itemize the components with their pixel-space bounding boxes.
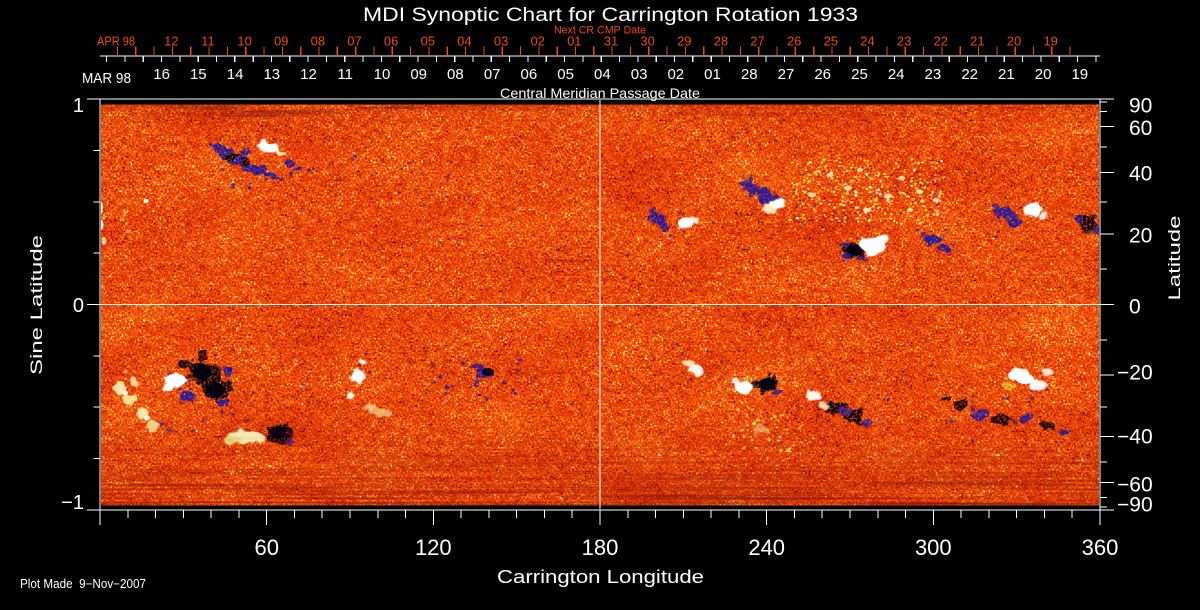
svg-text:20: 20 (1129, 225, 1152, 248)
svg-text:0: 0 (73, 295, 84, 317)
svg-text:20: 20 (1007, 34, 1021, 49)
svg-text:60: 60 (254, 535, 278, 560)
svg-text:−20: −20 (1117, 362, 1153, 385)
svg-text:Sine Latitude: Sine Latitude (27, 235, 46, 375)
svg-text:05: 05 (557, 66, 574, 83)
svg-text:01: 01 (567, 34, 581, 49)
svg-text:08: 08 (447, 66, 464, 83)
svg-text:15: 15 (190, 66, 207, 83)
svg-text:11: 11 (201, 34, 215, 49)
svg-text:Next CR CMP Date: Next CR CMP Date (554, 25, 646, 37)
svg-text:21: 21 (970, 34, 984, 49)
svg-text:MAR 98: MAR 98 (82, 70, 131, 87)
svg-text:23: 23 (897, 34, 911, 49)
svg-text:22: 22 (961, 66, 978, 83)
svg-text:25: 25 (824, 34, 838, 49)
svg-text:MDI Synoptic Chart for Carring: MDI Synoptic Chart for Carrington Rotati… (363, 4, 858, 26)
svg-text:10: 10 (374, 66, 391, 83)
svg-text:0: 0 (1129, 296, 1141, 319)
svg-text:02: 02 (530, 34, 544, 49)
svg-text:21: 21 (998, 66, 1015, 83)
svg-text:24: 24 (860, 34, 874, 49)
svg-text:03: 03 (494, 34, 508, 49)
svg-text:Central Meridian Passage Date: Central Meridian Passage Date (500, 85, 700, 101)
svg-text:27: 27 (778, 66, 795, 83)
svg-text:10: 10 (237, 34, 251, 49)
svg-text:Carrington Longitude: Carrington Longitude (497, 567, 704, 587)
svg-text:Latitude: Latitude (1165, 216, 1184, 301)
svg-text:06: 06 (384, 34, 398, 49)
svg-text:27: 27 (750, 34, 764, 49)
svg-text:26: 26 (787, 34, 801, 49)
svg-text:1: 1 (73, 95, 84, 117)
svg-text:08: 08 (311, 34, 325, 49)
svg-text:13: 13 (263, 66, 280, 83)
svg-text:360: 360 (1082, 535, 1119, 560)
svg-text:23: 23 (925, 66, 942, 83)
svg-text:Plot Made 9−Nov−2007: Plot Made 9−Nov−2007 (20, 577, 146, 591)
svg-text:24: 24 (888, 66, 905, 83)
svg-text:60: 60 (1129, 117, 1152, 140)
svg-text:29: 29 (677, 34, 691, 49)
svg-text:31: 31 (604, 34, 618, 49)
svg-text:07: 07 (347, 34, 361, 49)
svg-text:240: 240 (748, 535, 785, 560)
svg-text:APR 98: APR 98 (97, 34, 135, 49)
svg-text:04: 04 (594, 66, 611, 83)
svg-text:120: 120 (415, 535, 452, 560)
svg-text:19: 19 (1043, 34, 1057, 49)
svg-text:07: 07 (484, 66, 501, 83)
svg-text:22: 22 (933, 34, 947, 49)
svg-text:26: 26 (814, 66, 831, 83)
svg-text:−60: −60 (1117, 474, 1153, 497)
svg-text:−90: −90 (1117, 494, 1153, 517)
svg-text:14: 14 (227, 66, 244, 83)
svg-text:20: 20 (1035, 66, 1052, 83)
svg-text:05: 05 (421, 34, 435, 49)
svg-text:180: 180 (582, 535, 619, 560)
svg-text:12: 12 (164, 34, 178, 49)
svg-text:04: 04 (457, 34, 471, 49)
svg-text:30: 30 (640, 34, 654, 49)
svg-text:300: 300 (915, 535, 952, 560)
svg-text:19: 19 (1071, 66, 1088, 83)
svg-text:16: 16 (153, 66, 170, 83)
svg-text:40: 40 (1129, 163, 1152, 186)
svg-text:12: 12 (300, 66, 317, 83)
svg-text:02: 02 (667, 66, 684, 83)
svg-text:06: 06 (521, 66, 538, 83)
svg-text:09: 09 (410, 66, 427, 83)
svg-text:−1: −1 (61, 492, 84, 514)
svg-text:11: 11 (337, 66, 353, 83)
svg-text:−40: −40 (1117, 426, 1153, 449)
svg-text:90: 90 (1129, 95, 1152, 118)
svg-text:28: 28 (714, 34, 728, 49)
svg-text:01: 01 (704, 66, 721, 83)
svg-text:09: 09 (274, 34, 288, 49)
svg-text:25: 25 (851, 66, 868, 83)
svg-text:28: 28 (741, 66, 758, 83)
svg-text:03: 03 (631, 66, 648, 83)
